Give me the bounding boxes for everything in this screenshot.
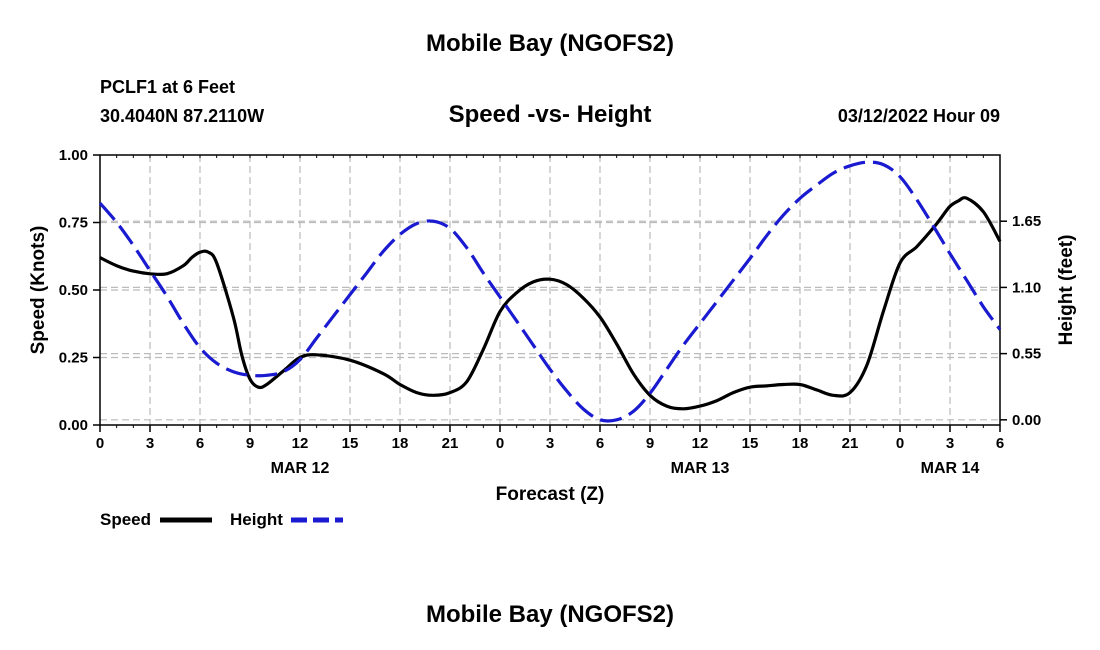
y2-tick-label: 0.00 <box>1012 412 1041 429</box>
series <box>98 160 1002 423</box>
x-tick-label: 15 <box>342 435 359 452</box>
axes: 0 3 6 9 12 15 18 21 0 3 6 9 12 15 18 21 0 3 6 MAR 12 MAR 13 M… <box>59 147 1041 477</box>
speed-series-line <box>99 196 1002 411</box>
y-tick-label: 1.00 <box>59 147 88 164</box>
x-tick-label: 18 <box>792 435 809 452</box>
x-tick-label: 3 <box>146 435 154 452</box>
x-tick-label: 21 <box>442 435 459 452</box>
x-tick-label: 3 <box>546 435 554 452</box>
date-label: MAR 12 <box>271 460 330 477</box>
x-axis-label: Forecast (Z) <box>496 484 605 505</box>
x-tick-label: 6 <box>196 435 204 452</box>
legend-height-label: Height <box>230 510 283 529</box>
x-tick-label: 6 <box>996 435 1004 452</box>
height-series-line <box>98 160 1002 423</box>
x-tick-label: 0 <box>96 435 104 452</box>
station-label: PCLF1 at 6 Feet <box>100 77 236 97</box>
bottom-title: Mobile Bay (NGOFS2) <box>425 601 675 628</box>
station-coordinates: 30.4040N 87.2110W <box>100 106 265 126</box>
y-tick-label: 0.25 <box>59 350 88 367</box>
date-label: MAR 13 <box>671 460 730 477</box>
y-tick-label: 0.50 <box>59 282 88 299</box>
y-tick-label: 0.75 <box>59 215 88 232</box>
legend-speed-label: Speed <box>100 510 151 529</box>
y2-tick-label: 0.55 <box>1012 346 1041 363</box>
y-axis-label: Speed (Knots) <box>28 226 49 355</box>
x-tick-label: 12 <box>692 435 709 452</box>
grid <box>100 155 1000 425</box>
y2-tick-label: 1.10 <box>1012 279 1041 296</box>
forecast-run-time: 03/12/2022 Hour 09 <box>837 106 1000 126</box>
x-tick-label: 21 <box>842 435 859 452</box>
y-tick-label: 0.00 <box>59 417 88 434</box>
x-tick-label: 18 <box>392 435 409 452</box>
x-tick-label: 0 <box>496 435 504 452</box>
x-tick-label: 0 <box>896 435 904 452</box>
x-tick-label: 3 <box>946 435 954 452</box>
x-tick-label: 6 <box>596 435 604 452</box>
x-tick-label: 9 <box>646 435 654 452</box>
x-tick-label: 15 <box>742 435 759 452</box>
date-label: MAR 14 <box>921 460 980 477</box>
y2-axis-label: Height (feet) <box>1056 235 1077 346</box>
y2-tick-label: 1.65 <box>1012 213 1041 230</box>
x-tick-label: 9 <box>246 435 254 452</box>
page-title: Mobile Bay (NGOFS2) <box>425 30 675 57</box>
legend: Speed Height <box>100 510 343 529</box>
x-tick-label: 12 <box>292 435 309 452</box>
chart-title: Speed -vs- Height <box>448 101 652 128</box>
